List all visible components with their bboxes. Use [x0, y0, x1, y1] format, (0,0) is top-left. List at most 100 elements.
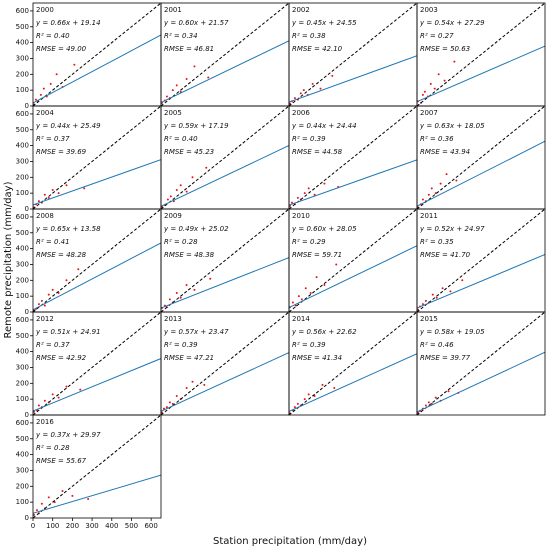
y-tick-label: 200 — [16, 276, 29, 284]
data-point — [35, 509, 38, 512]
data-point — [61, 490, 64, 493]
y-tick-label: 500 — [16, 23, 29, 31]
r2-label: R² = 0.28 — [164, 238, 198, 246]
data-point — [205, 166, 208, 169]
y-tick-label: 300 — [16, 157, 29, 165]
data-point — [445, 173, 448, 176]
data-point — [191, 380, 194, 383]
data-point — [427, 193, 430, 196]
y-tick-label: 0 — [25, 514, 29, 522]
data-point — [207, 76, 210, 79]
data-point — [297, 295, 300, 298]
rmse-label: RMSE = 44.58 — [292, 148, 343, 156]
data-point — [34, 98, 37, 101]
data-point — [166, 198, 169, 201]
data-point — [43, 399, 46, 402]
data-point — [323, 182, 326, 185]
y-tick-label: 100 — [16, 292, 29, 300]
y-tick-label: 0 — [25, 205, 29, 213]
one-to-one-line — [33, 312, 161, 415]
data-point — [299, 92, 302, 95]
subplot — [417, 312, 545, 415]
data-point — [42, 87, 45, 90]
rmse-label: RMSE = 42.92 — [36, 354, 87, 362]
regression-line — [33, 358, 161, 412]
y-tick-label: 400 — [16, 245, 29, 253]
regression-line — [289, 159, 417, 206]
data-point — [179, 184, 182, 187]
data-point — [335, 263, 338, 266]
y-tick-label: 500 — [16, 332, 29, 340]
regression-line — [33, 159, 161, 206]
data-point — [447, 390, 450, 393]
data-point — [51, 393, 54, 396]
data-point — [40, 502, 43, 505]
data-point — [302, 89, 305, 92]
one-to-one-line — [289, 312, 417, 415]
one-to-one-line — [161, 209, 289, 312]
subplot-title: 2015 — [420, 315, 438, 323]
data-point — [291, 301, 294, 304]
y-tick-label: 500 — [16, 126, 29, 134]
y-tick-label: 400 — [16, 142, 29, 150]
data-point — [65, 279, 68, 282]
data-point — [441, 287, 444, 290]
data-point — [455, 179, 458, 182]
y-tick-label: 100 — [16, 189, 29, 197]
subplot — [289, 106, 417, 209]
subplot-title: 2012 — [36, 315, 54, 323]
subplot — [161, 209, 289, 312]
r2-label: R² = 0.36 — [420, 135, 454, 143]
data-point — [453, 60, 456, 63]
x-tick-label: 600 — [144, 522, 157, 530]
regression-line — [417, 45, 545, 103]
subplot-frame — [416, 311, 546, 416]
rmse-label: RMSE = 50.63 — [420, 45, 470, 53]
x-axis-label: Station precipitation (mm/day) — [213, 536, 367, 547]
data-point — [307, 187, 310, 190]
one-to-one-line — [161, 312, 289, 415]
y-tick-label: 400 — [16, 451, 29, 459]
data-point — [209, 277, 212, 280]
data-point — [79, 388, 82, 391]
data-point — [175, 394, 178, 397]
subplot — [161, 312, 289, 415]
data-point — [311, 82, 314, 85]
subplot — [33, 3, 161, 106]
data-point — [421, 303, 424, 306]
rmse-label: RMSE = 47.21 — [164, 354, 214, 362]
y-tick-label: 400 — [16, 348, 29, 356]
equation-label: y = 0.59x + 17.19 — [163, 122, 229, 130]
y-tick-label: 300 — [16, 260, 29, 268]
subplot-title: 2016 — [36, 418, 54, 426]
one-to-one-line — [289, 106, 417, 209]
y-tick-label: 600 — [16, 110, 29, 118]
data-point — [175, 84, 178, 87]
regression-line — [289, 245, 417, 309]
equation-label: y = 0.45x + 24.55 — [291, 19, 357, 27]
rmse-label: RMSE = 43.94 — [420, 148, 470, 156]
regression-line — [161, 352, 289, 412]
regression-line — [161, 145, 289, 207]
data-point — [449, 290, 452, 293]
equation-label: y = 0.60x + 21.57 — [163, 19, 229, 27]
y-tick-label: 600 — [16, 316, 29, 324]
subplot-title: 2001 — [164, 6, 182, 14]
subplot-title: 2000 — [36, 6, 54, 14]
y-tick-label: 200 — [16, 482, 29, 490]
y-tick-label: 200 — [16, 379, 29, 387]
r2-label: R² = 0.29 — [292, 238, 326, 246]
rmse-label: RMSE = 41.70 — [420, 251, 471, 259]
subplot-title: 2005 — [164, 109, 182, 117]
data-point — [417, 308, 419, 311]
subplot-title: 2010 — [292, 212, 310, 220]
equation-label: y = 0.51x + 24.91 — [35, 328, 101, 336]
data-point — [290, 201, 293, 204]
data-point — [57, 396, 60, 399]
one-to-one-line — [33, 106, 161, 209]
data-point — [179, 296, 182, 299]
equation-label: y = 0.65x + 13.58 — [35, 225, 101, 233]
regression-line — [417, 254, 545, 309]
subplot-title: 2011 — [420, 212, 438, 220]
rmse-label: RMSE = 59.71 — [292, 251, 342, 259]
